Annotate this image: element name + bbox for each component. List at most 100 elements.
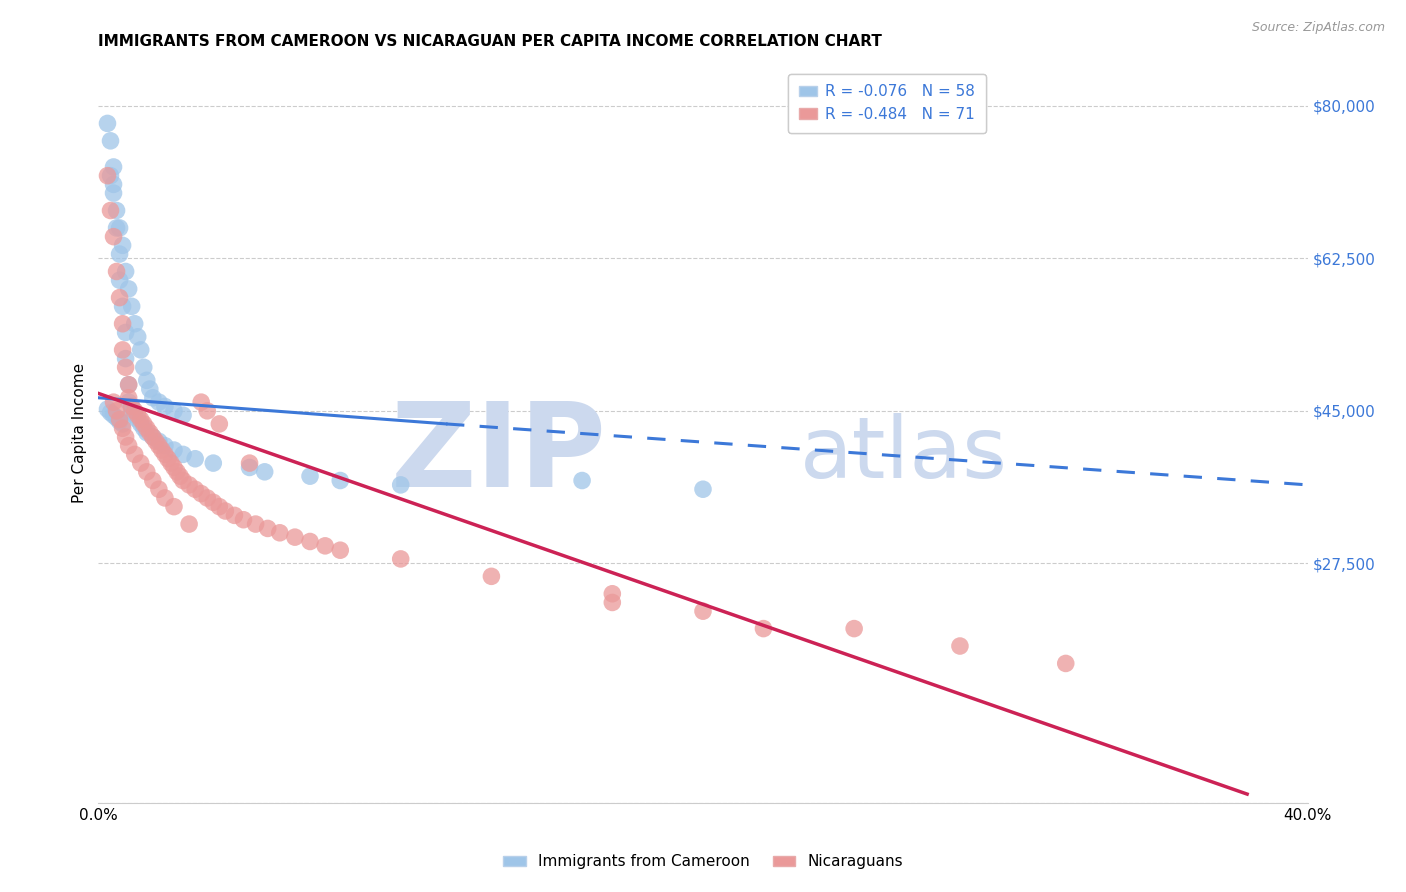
Point bbox=[121, 400, 143, 414]
Point bbox=[129, 412, 152, 426]
Point bbox=[172, 474, 194, 488]
Point bbox=[132, 417, 155, 431]
Point bbox=[299, 534, 322, 549]
Point bbox=[163, 404, 186, 418]
Point bbox=[145, 434, 167, 449]
Point bbox=[124, 317, 146, 331]
Point bbox=[949, 639, 972, 653]
Point bbox=[105, 404, 128, 418]
Point bbox=[100, 203, 122, 218]
Point bbox=[111, 317, 134, 331]
Point bbox=[103, 160, 125, 174]
Point bbox=[121, 400, 143, 414]
Point bbox=[752, 622, 775, 636]
Point bbox=[96, 402, 118, 417]
Point bbox=[105, 264, 128, 278]
Point bbox=[121, 299, 143, 313]
Point bbox=[153, 447, 176, 461]
Point bbox=[108, 414, 131, 428]
Point bbox=[148, 434, 170, 449]
Point bbox=[202, 495, 225, 509]
Point bbox=[105, 221, 128, 235]
Point bbox=[124, 447, 146, 461]
Point bbox=[163, 460, 186, 475]
Point bbox=[129, 417, 152, 431]
Point bbox=[1054, 657, 1077, 671]
Point bbox=[179, 478, 201, 492]
Point bbox=[108, 291, 131, 305]
Point bbox=[214, 504, 236, 518]
Point bbox=[118, 395, 141, 409]
Point bbox=[121, 404, 143, 418]
Point bbox=[114, 360, 136, 375]
Point bbox=[111, 343, 134, 357]
Point bbox=[329, 543, 352, 558]
Text: ZIP: ZIP bbox=[391, 397, 606, 512]
Point bbox=[166, 465, 188, 479]
Point bbox=[132, 360, 155, 375]
Point bbox=[148, 395, 170, 409]
Point bbox=[111, 238, 134, 252]
Point bbox=[105, 410, 128, 425]
Point bbox=[172, 447, 194, 461]
Point bbox=[163, 443, 186, 458]
Point bbox=[172, 408, 194, 422]
Point bbox=[111, 417, 134, 431]
Point bbox=[111, 421, 134, 435]
Point bbox=[114, 430, 136, 444]
Point bbox=[389, 552, 412, 566]
Point bbox=[208, 500, 231, 514]
Point bbox=[124, 404, 146, 418]
Point bbox=[571, 474, 593, 488]
Point bbox=[299, 469, 322, 483]
Point bbox=[602, 587, 624, 601]
Point bbox=[602, 595, 624, 609]
Point bbox=[114, 326, 136, 340]
Point bbox=[284, 530, 307, 544]
Point bbox=[114, 264, 136, 278]
Point bbox=[96, 169, 118, 183]
Point bbox=[129, 456, 152, 470]
Point bbox=[96, 116, 118, 130]
Point bbox=[132, 421, 155, 435]
Point bbox=[118, 377, 141, 392]
Point bbox=[135, 465, 157, 479]
Point bbox=[224, 508, 246, 523]
Point bbox=[118, 282, 141, 296]
Point bbox=[129, 343, 152, 357]
Text: Source: ZipAtlas.com: Source: ZipAtlas.com bbox=[1251, 21, 1385, 34]
Point bbox=[153, 439, 176, 453]
Point bbox=[692, 482, 714, 496]
Point bbox=[111, 299, 134, 313]
Point bbox=[239, 460, 262, 475]
Text: atlas: atlas bbox=[800, 413, 1008, 496]
Point bbox=[108, 221, 131, 235]
Point bbox=[184, 451, 207, 466]
Point bbox=[844, 622, 866, 636]
Point bbox=[103, 395, 125, 409]
Point bbox=[142, 430, 165, 444]
Point bbox=[142, 474, 165, 488]
Point bbox=[127, 408, 149, 422]
Y-axis label: Per Capita Income: Per Capita Income bbox=[72, 362, 87, 503]
Point bbox=[153, 400, 176, 414]
Point bbox=[139, 382, 162, 396]
Point bbox=[108, 247, 131, 261]
Point bbox=[163, 500, 186, 514]
Point bbox=[150, 443, 173, 458]
Point bbox=[148, 439, 170, 453]
Point bbox=[135, 373, 157, 387]
Point bbox=[148, 482, 170, 496]
Point bbox=[195, 491, 218, 505]
Point bbox=[108, 412, 131, 426]
Point bbox=[692, 604, 714, 618]
Point bbox=[118, 377, 141, 392]
Point bbox=[314, 539, 336, 553]
Point bbox=[329, 474, 352, 488]
Point bbox=[208, 417, 231, 431]
Point bbox=[118, 391, 141, 405]
Text: IMMIGRANTS FROM CAMEROON VS NICARAGUAN PER CAPITA INCOME CORRELATION CHART: IMMIGRANTS FROM CAMEROON VS NICARAGUAN P… bbox=[98, 34, 883, 49]
Point bbox=[269, 525, 291, 540]
Point bbox=[153, 491, 176, 505]
Point bbox=[127, 412, 149, 426]
